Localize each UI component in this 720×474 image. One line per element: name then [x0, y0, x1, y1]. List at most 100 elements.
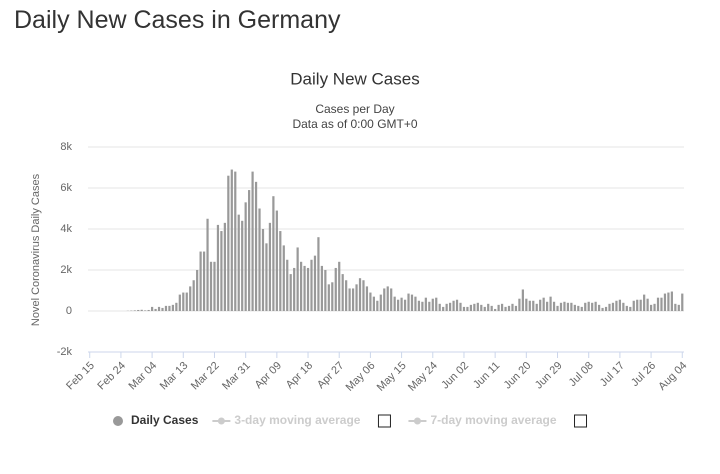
- bar: [629, 306, 632, 311]
- bar: [379, 294, 382, 311]
- bar: [345, 280, 348, 311]
- bar: [355, 284, 358, 311]
- legend-checkbox[interactable]: [377, 414, 391, 428]
- bar: [636, 299, 639, 311]
- x-tick-label: May 15: [375, 360, 409, 394]
- bar: [643, 294, 646, 311]
- bar: [192, 280, 195, 311]
- bar: [542, 297, 545, 311]
- bar: [435, 297, 438, 311]
- bar: [646, 298, 649, 311]
- bar: [189, 286, 192, 311]
- bar: [206, 218, 209, 311]
- bar: [455, 299, 459, 311]
- bar: [251, 171, 254, 311]
- bar: [140, 309, 143, 311]
- bar: [348, 288, 351, 311]
- bar: [293, 267, 296, 311]
- bar: [171, 304, 175, 311]
- y-tick-label: 4k: [60, 223, 72, 235]
- bar: [338, 261, 341, 311]
- legend-label: 3-day moving average: [234, 413, 360, 427]
- bar: [587, 301, 590, 311]
- x-tick-label: Feb 15: [64, 360, 97, 393]
- bar: [500, 303, 504, 311]
- bar: [448, 302, 452, 311]
- bar: [279, 231, 282, 311]
- x-tick-label: Jun 20: [502, 360, 534, 392]
- y-tick-label: 8k: [60, 141, 72, 153]
- x-tick-label: Jul 17: [598, 360, 627, 389]
- bar: [577, 305, 580, 311]
- legend-item[interactable]: 7-day moving average: [408, 413, 588, 428]
- bar: [334, 267, 337, 311]
- bar: [428, 301, 431, 311]
- bar: [216, 224, 220, 311]
- bar: [324, 270, 327, 311]
- bar: [358, 278, 362, 311]
- y-tick-label: 2k: [60, 264, 72, 276]
- bar: [552, 301, 556, 311]
- bar: [317, 237, 320, 311]
- bar: [369, 292, 372, 311]
- chart-subtitle: Cases per Day: [315, 102, 394, 116]
- bar: [254, 181, 258, 311]
- bar: [286, 259, 289, 311]
- bar: [365, 286, 369, 311]
- bar: [303, 265, 306, 311]
- x-tick-label: Aug 04: [656, 360, 689, 393]
- x-tick-label: Mar 04: [127, 360, 160, 393]
- bar: [667, 292, 670, 311]
- x-tick-label: Apr 27: [315, 360, 346, 391]
- bar: [393, 296, 396, 311]
- legend-item[interactable]: 3-day moving average: [212, 413, 391, 428]
- bar: [653, 303, 656, 311]
- bar: [462, 306, 466, 311]
- bar: [313, 255, 317, 311]
- bar: [608, 303, 611, 311]
- x-tick-label: Mar 31: [220, 360, 253, 393]
- bar: [656, 297, 660, 311]
- y-tick-label: -2k: [57, 346, 73, 358]
- bar: [202, 251, 206, 311]
- bar: [421, 301, 424, 311]
- legend-label: Daily Cases: [131, 413, 199, 427]
- bar: [351, 288, 355, 311]
- bar: [604, 306, 608, 311]
- bar: [144, 310, 147, 311]
- x-tick-label: Jun 29: [533, 360, 565, 392]
- bar: [549, 296, 552, 311]
- bar: [438, 303, 441, 311]
- bar: [390, 288, 393, 311]
- bar: [597, 304, 601, 311]
- bar: [306, 267, 310, 311]
- bar: [622, 302, 625, 311]
- chart-title: Daily New Cases: [290, 69, 419, 88]
- bar: [473, 303, 476, 311]
- bar: [209, 261, 213, 311]
- y-tick-label: 6k: [60, 182, 72, 194]
- legend-checkbox[interactable]: [574, 414, 588, 428]
- bar: [417, 300, 421, 311]
- bar: [459, 302, 462, 311]
- bar: [507, 305, 511, 311]
- bar: [268, 222, 272, 311]
- bar: [147, 309, 150, 311]
- bar: [178, 294, 181, 311]
- bar: [677, 304, 680, 311]
- bar: [681, 293, 684, 311]
- x-tick-label: May 24: [406, 360, 440, 394]
- bar: [234, 171, 237, 311]
- bar: [674, 303, 677, 311]
- bar: [663, 293, 667, 311]
- bar: [580, 306, 583, 311]
- bar: [591, 302, 594, 311]
- bar: [632, 300, 635, 311]
- x-tick-label: Jul 08: [567, 360, 596, 389]
- bar: [494, 308, 497, 311]
- legend-item[interactable]: Daily Cases: [113, 413, 199, 427]
- bar: [327, 284, 330, 311]
- bar: [573, 304, 576, 311]
- bar: [539, 299, 542, 311]
- bar: [639, 299, 642, 311]
